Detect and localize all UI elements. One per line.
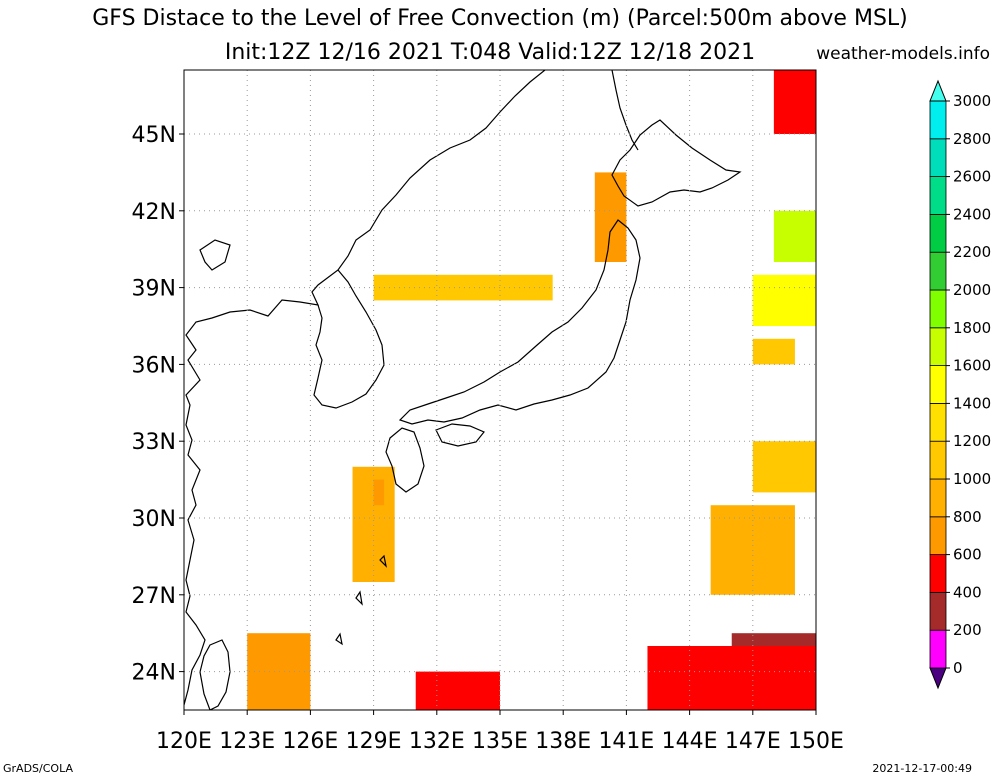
colorbar-bin (929, 440, 947, 480)
coastline-shikoku (435, 423, 485, 447)
coastline-taiwan (199, 639, 231, 710)
colorbar-label: 600 (953, 546, 982, 564)
lon-tick-label: 123E (219, 729, 275, 754)
lfc-region-1 (352, 466, 395, 582)
lon-tick-label: 126E (282, 729, 338, 754)
colorbar-label: 2800 (953, 130, 991, 148)
colorbar-bin (929, 289, 947, 329)
lat-tick-label: 42N (132, 200, 176, 225)
coastline-mainland (184, 70, 546, 706)
colorbar-bin (929, 516, 947, 555)
colorbar-label: 400 (953, 583, 982, 601)
lfc-region-11 (415, 671, 500, 710)
lfc-field-layer (247, 70, 816, 710)
lon-tick-label: 150E (788, 729, 844, 754)
colorbar-label: 2200 (953, 243, 991, 261)
colorbar-bin (929, 251, 947, 291)
colorbar-label: 1400 (953, 394, 991, 412)
lfc-region-12 (773, 70, 816, 134)
colorbar-bin (929, 554, 947, 593)
lon-tick-label: 135E (472, 729, 528, 754)
lfc-region-3 (594, 172, 627, 262)
lfc-region-13 (373, 274, 553, 301)
coastline-bohai (199, 239, 231, 271)
lat-tick-label: 45N (132, 123, 176, 148)
lat-tick-label: 39N (132, 277, 176, 302)
map-subtitle: Init:12Z 12/16 2021 T:048 Valid:12Z 12/1… (224, 40, 756, 65)
colorbar-label: 3000 (953, 92, 991, 110)
lfc-region-10 (647, 646, 816, 710)
colorbar-label: 1000 (953, 470, 991, 488)
lon-tick-label: 138E (535, 729, 591, 754)
lfc-region-6 (752, 338, 795, 365)
lat-tick-label: 24N (132, 661, 176, 686)
colorbar-over-triangle (929, 79, 947, 102)
lon-tick-label: 141E (598, 729, 654, 754)
coastline-korea (313, 269, 385, 409)
colorbar-bin (929, 213, 947, 253)
coastline-honshu (398, 219, 641, 425)
site-credit: weather-models.info (816, 44, 990, 64)
colorbar-label: 2400 (953, 205, 991, 223)
lon-tick-label: 132E (409, 729, 465, 754)
colorbar-label: 1200 (953, 432, 991, 450)
footer-timestamp: 2021-12-17-00:49 (872, 762, 972, 775)
lon-tick-label: 144E (662, 729, 718, 754)
coastlines (184, 70, 742, 710)
colorbar-bin (929, 100, 947, 140)
colorbar-bin (929, 176, 947, 215)
grid-lines (184, 70, 816, 710)
colorbar-label: 1800 (953, 319, 991, 337)
lon-tick-label: 129E (346, 729, 402, 754)
coastline-sakhalin (611, 70, 639, 151)
colorbar: 0 200 400 600 800 1000 1200 1400 1600 1800 2000 220… (929, 79, 991, 690)
colorbar-bin (929, 365, 947, 404)
colorbar-bin (929, 478, 947, 518)
colorbar-label: 2000 (953, 281, 991, 299)
colorbar-bin (929, 402, 947, 442)
lat-tick-label: 30N (132, 507, 176, 532)
lon-tick-label: 120E (156, 729, 212, 754)
colorbar-bin (929, 138, 947, 178)
lat-tick-label: 33N (132, 430, 176, 455)
map-title: GFS Distace to the Level of Free Convect… (92, 6, 908, 31)
lfc-region-8 (752, 274, 816, 326)
colorbar-bin (929, 592, 947, 631)
lfc-region-7 (773, 210, 816, 262)
lat-tick-label: 27N (132, 584, 176, 609)
colorbar-label: 2600 (953, 168, 991, 186)
lon-tick-label: 147E (725, 729, 781, 754)
colorbar-label: 1600 (953, 357, 991, 375)
colorbar-under-triangle (929, 667, 947, 690)
colorbar-label: 0 (953, 659, 963, 677)
coastline-hokkaido (611, 119, 742, 207)
colorbar-bin (929, 629, 947, 669)
coastline-kyushu (385, 427, 425, 493)
footer-software-label: GrADS/COLA (3, 762, 73, 775)
colorbar-label: 200 (953, 621, 982, 639)
lfc-region-0 (247, 633, 311, 710)
lfc-region-5 (752, 441, 816, 493)
axis-ticks: 120E 123E 126E 129E 132E 135E 138E 141E 144E 147E… (132, 123, 844, 754)
lfc-region-2 (373, 479, 385, 506)
colorbar-bin (929, 327, 947, 366)
colorbar-label: 800 (953, 508, 982, 526)
lat-tick-label: 36N (132, 353, 176, 378)
coastline-ryukyu (335, 554, 387, 646)
